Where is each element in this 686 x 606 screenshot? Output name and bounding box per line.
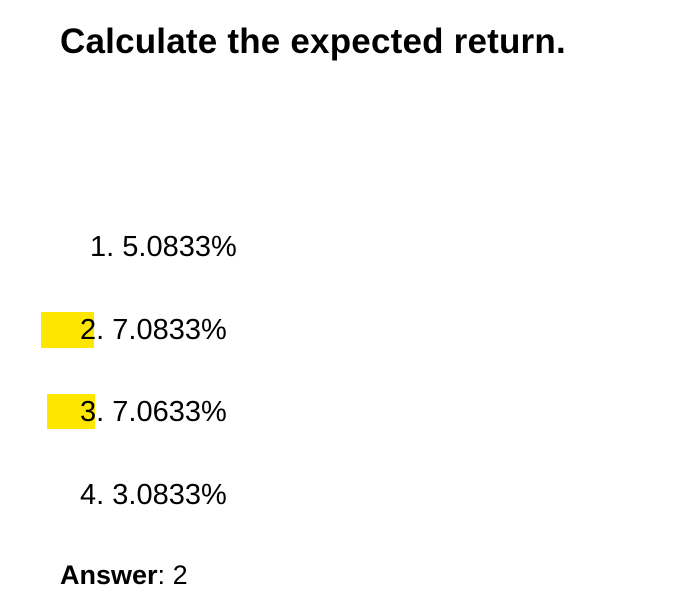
answer-separator: :	[157, 560, 173, 590]
option-3: 3. 7.0633%	[80, 395, 227, 429]
option-2-number: 2	[80, 314, 97, 346]
option-4-dot: .	[96, 479, 113, 511]
option-2-dot: .	[96, 314, 113, 346]
option-2: 2. 7.0833%	[80, 313, 227, 347]
option-4: 4. 3.0833%	[80, 478, 227, 512]
option-4-value: 3.0833%	[112, 479, 227, 511]
option-2-highlight	[41, 312, 94, 348]
option-3-highlight	[47, 394, 95, 429]
answer-value: 2	[172, 560, 188, 590]
option-4-number: 4	[80, 479, 97, 511]
option-1-number: 1	[90, 231, 107, 263]
option-1-dot: .	[106, 231, 123, 263]
option-3-value: 7.0633%	[112, 396, 227, 428]
answer-line: Answer: 2	[60, 558, 188, 592]
option-2-value: 7.0833%	[112, 314, 227, 346]
answer-label: Answer	[60, 560, 158, 590]
option-1-value: 5.0833%	[122, 231, 237, 263]
option-1: 1. 5.0833%	[90, 230, 237, 264]
option-3-number: 3	[80, 396, 97, 428]
option-3-dot: .	[96, 396, 113, 428]
question-title: Calculate the expected return.	[60, 22, 566, 61]
